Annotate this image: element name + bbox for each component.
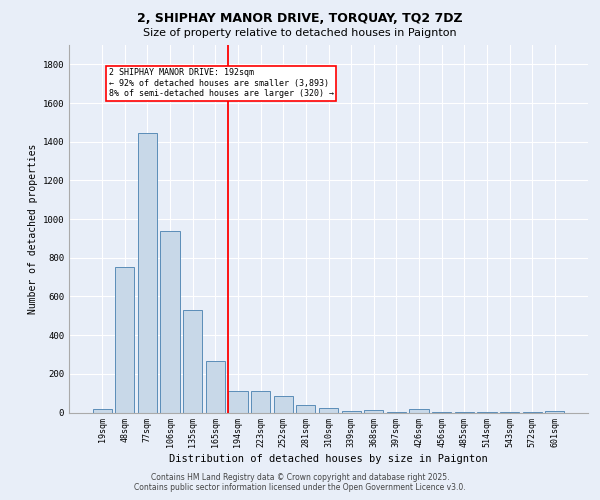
Bar bbox=[319, 408, 338, 412]
Bar bbox=[115, 268, 134, 412]
Bar bbox=[138, 134, 157, 412]
Y-axis label: Number of detached properties: Number of detached properties bbox=[28, 144, 38, 314]
Bar bbox=[92, 408, 112, 412]
Bar bbox=[409, 408, 428, 412]
Bar bbox=[206, 361, 225, 412]
Bar bbox=[229, 391, 248, 412]
Bar bbox=[364, 410, 383, 412]
Text: 2 SHIPHAY MANOR DRIVE: 192sqm
← 92% of detached houses are smaller (3,893)
8% of: 2 SHIPHAY MANOR DRIVE: 192sqm ← 92% of d… bbox=[109, 68, 334, 98]
Bar bbox=[545, 410, 565, 412]
Text: 2, SHIPHAY MANOR DRIVE, TORQUAY, TQ2 7DZ: 2, SHIPHAY MANOR DRIVE, TORQUAY, TQ2 7DZ bbox=[137, 12, 463, 26]
X-axis label: Distribution of detached houses by size in Paignton: Distribution of detached houses by size … bbox=[169, 454, 488, 464]
Bar bbox=[183, 310, 202, 412]
Text: Size of property relative to detached houses in Paignton: Size of property relative to detached ho… bbox=[143, 28, 457, 38]
Bar bbox=[251, 391, 270, 412]
Bar bbox=[296, 405, 316, 412]
Bar bbox=[274, 396, 293, 412]
Text: Contains HM Land Registry data © Crown copyright and database right 2025.
Contai: Contains HM Land Registry data © Crown c… bbox=[134, 473, 466, 492]
Bar bbox=[341, 410, 361, 412]
Bar bbox=[160, 230, 180, 412]
